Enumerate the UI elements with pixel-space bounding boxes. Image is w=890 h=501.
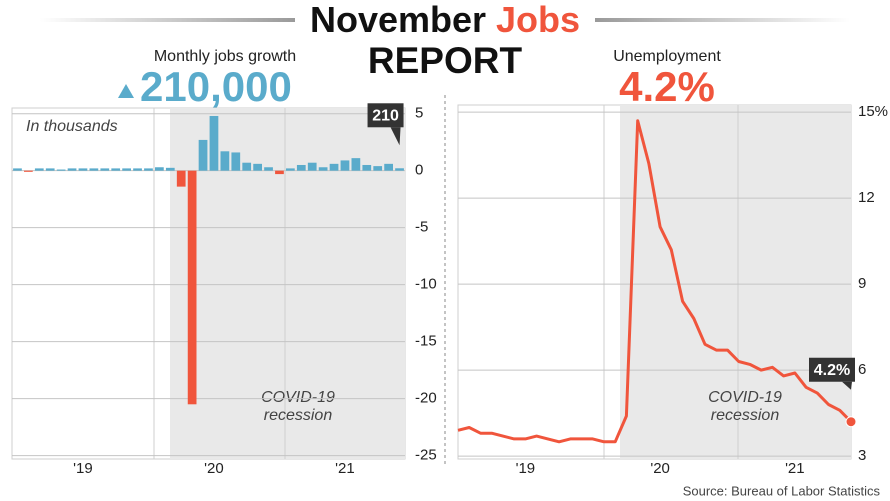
bar <box>351 158 361 171</box>
bar <box>67 168 77 171</box>
y-tick-label: -15 <box>415 333 437 350</box>
y-tick-label: 3 <box>858 447 866 464</box>
bar <box>242 162 252 171</box>
label-pointer <box>842 381 852 390</box>
bar <box>307 162 317 171</box>
y-tick-label: -20 <box>415 390 437 407</box>
bar <box>155 167 164 171</box>
bar <box>122 168 131 171</box>
label-box <box>367 103 404 128</box>
y-tick-label: 6 <box>858 361 866 378</box>
title-rule <box>595 18 850 22</box>
bar <box>198 139 208 171</box>
bar <box>362 164 372 171</box>
bar <box>24 170 33 172</box>
bar <box>264 167 273 171</box>
value-label: 210 <box>372 108 399 125</box>
x-tick-label: '20 <box>204 460 224 477</box>
up-arrow <box>118 84 134 98</box>
headline: 210,000 <box>140 63 292 110</box>
y-tick-label: 9 <box>858 275 866 292</box>
annotation: COVID-19 <box>261 389 335 406</box>
y-tick-label: 5 <box>415 105 423 122</box>
panel-title: Unemployment <box>613 48 721 65</box>
bar <box>286 168 295 171</box>
bar <box>395 168 404 171</box>
bar <box>329 163 339 171</box>
bar <box>275 170 284 175</box>
chart-title: November Jobs <box>310 0 580 40</box>
bar <box>89 168 99 171</box>
y-tick-label: -10 <box>415 276 437 293</box>
bar <box>78 168 88 171</box>
x-tick-label: '21 <box>335 460 355 477</box>
bar <box>373 166 383 171</box>
line <box>457 119 853 444</box>
marks-layer <box>12 111 857 457</box>
unit-note: In thousands <box>26 118 118 135</box>
recession-shade <box>620 105 851 459</box>
y-tick-label: 12 <box>858 189 875 206</box>
bar <box>100 168 110 171</box>
bar <box>165 167 175 171</box>
bar <box>231 152 241 171</box>
bar <box>253 163 262 171</box>
end-point <box>845 416 857 428</box>
headline: 4.2% <box>619 63 715 110</box>
y-tick-label: 0 <box>415 162 423 179</box>
bar <box>34 168 44 171</box>
x-tick-label: '19 <box>516 460 536 477</box>
bar <box>56 169 66 171</box>
chart-title: REPORT <box>368 40 523 81</box>
bar <box>133 168 142 171</box>
label-box <box>809 357 855 382</box>
x-tick-label: '19 <box>73 460 93 477</box>
annotation: COVID-19 <box>708 389 782 406</box>
y-tick-label: 15% <box>858 103 888 120</box>
bar <box>318 167 328 171</box>
title-part: November <box>310 0 486 40</box>
bar <box>176 170 186 187</box>
bar <box>209 115 219 171</box>
label-pointer <box>390 127 401 146</box>
annotation: recession <box>264 407 333 424</box>
bar <box>45 168 55 171</box>
value-label: 4.2% <box>814 362 850 379</box>
bar <box>384 163 393 171</box>
source: Source: Bureau of Labor Statistics <box>683 483 881 498</box>
panel-title: Monthly jobs growth <box>154 48 296 65</box>
bar <box>187 170 197 405</box>
x-tick-label: '21 <box>785 460 805 477</box>
bar <box>296 164 306 171</box>
bar <box>340 160 350 171</box>
x-tick-label: '20 <box>650 460 670 477</box>
bar <box>111 168 121 171</box>
y-tick-label: -5 <box>415 219 428 236</box>
bar <box>220 151 230 171</box>
annotation: recession <box>711 407 780 424</box>
y-tick-label: -25 <box>415 447 437 464</box>
title-rule <box>40 18 295 22</box>
bar <box>13 168 22 171</box>
title-part: Jobs <box>496 0 580 40</box>
bar <box>144 168 153 171</box>
